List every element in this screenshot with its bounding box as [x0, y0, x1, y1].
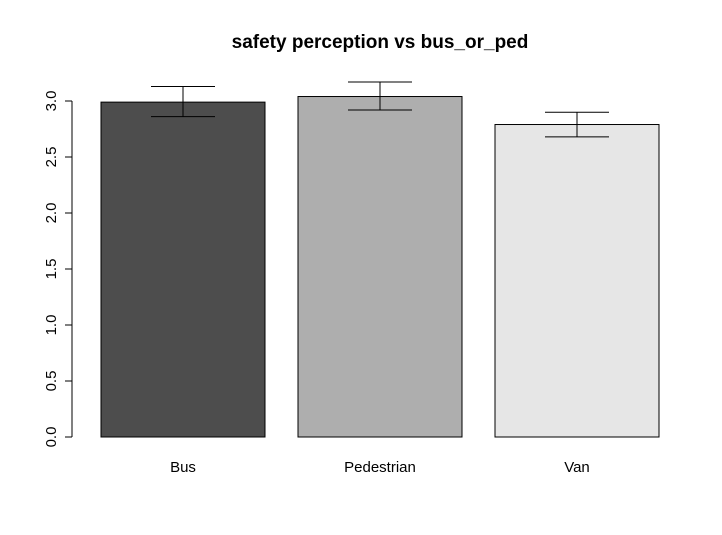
y-axis: 0.0 0.5 1.0 1.5 2.0 2.5 3.0 — [43, 91, 73, 448]
x-category-label: Bus — [170, 459, 196, 476]
y-tick-label: 2.5 — [43, 147, 60, 168]
bar-pedestrian — [297, 96, 463, 438]
y-tick-label: 3.0 — [43, 91, 60, 112]
bar-van — [494, 124, 660, 438]
y-tick-label: 1.5 — [43, 259, 60, 280]
x-category-label: Van — [564, 459, 590, 476]
x-axis-labels: Bus Pedestrian Van — [170, 459, 590, 476]
y-tick-label: 0.0 — [43, 427, 60, 448]
x-category-label: Pedestrian — [344, 459, 416, 476]
bar-bus — [100, 101, 266, 438]
y-tick-label: 0.5 — [43, 371, 60, 392]
error-bars — [151, 81, 609, 138]
y-tick-label: 1.0 — [43, 315, 60, 336]
bars — [100, 96, 660, 438]
y-tick-label: 2.0 — [43, 203, 60, 224]
chart-title: safety perception vs bus_or_ped — [232, 32, 529, 53]
